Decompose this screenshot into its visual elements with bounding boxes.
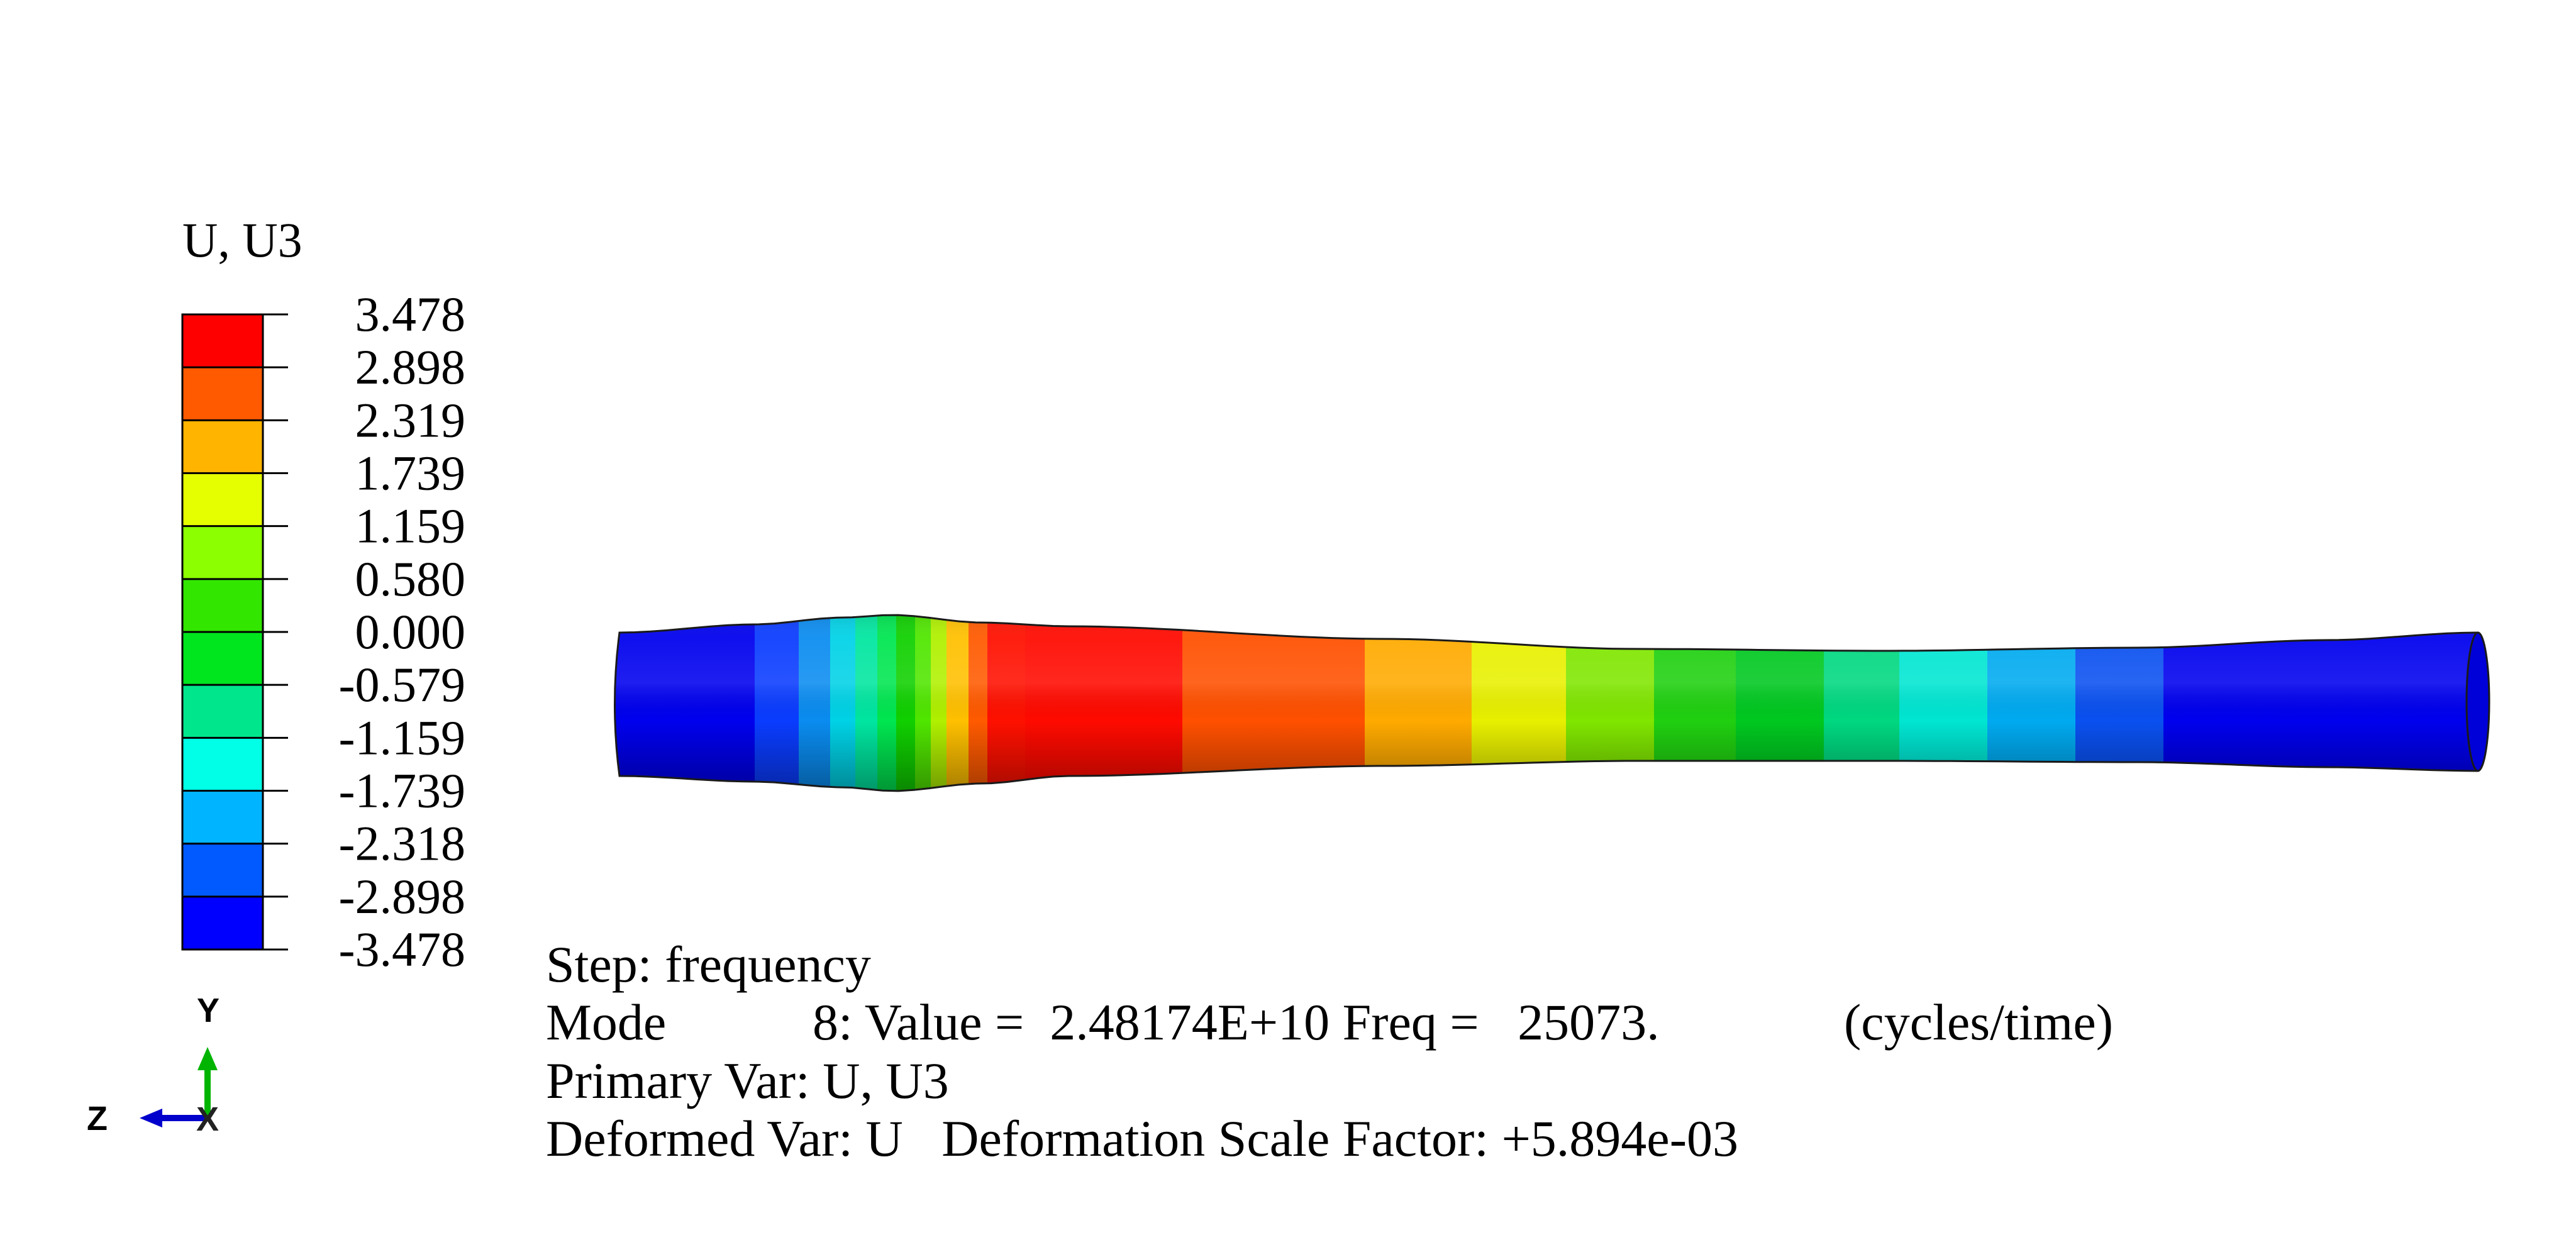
- legend-band: [182, 685, 263, 738]
- legend-tick-label: -2.318: [339, 816, 465, 871]
- legend-tick-label: -0.579: [339, 657, 465, 712]
- legend-ticks: 3.4782.8982.3191.7391.1590.5800.000-0.57…: [263, 287, 465, 977]
- legend-band: [182, 420, 263, 473]
- legend-band: [182, 790, 263, 844]
- deformed-var-text: Deformed Var: U Deformation Scale Factor…: [546, 1110, 1738, 1167]
- x-axis-label: X: [196, 1100, 219, 1138]
- legend-tick-label: -3.478: [339, 922, 465, 977]
- legend-band: [182, 843, 263, 897]
- legend-tick-label: 1.159: [355, 499, 466, 553]
- y-axis-label: Y: [197, 992, 219, 1029]
- legend-tick-label: -1.159: [339, 710, 465, 765]
- z-axis-arrowhead: [140, 1109, 162, 1127]
- beam-end-cap: [2465, 631, 2490, 772]
- z-axis-label: Z: [87, 1100, 108, 1138]
- legend-tick-label: -1.739: [339, 763, 465, 818]
- legend-tick-label: 2.319: [355, 392, 466, 447]
- beam-outline: [614, 614, 2479, 792]
- beam-model: [614, 614, 2490, 792]
- legend-band: [182, 367, 263, 421]
- legend-tick-label: 1.739: [355, 446, 466, 501]
- legend-band: [182, 473, 263, 527]
- mode-units: (cycles/time): [1844, 994, 2113, 1051]
- legend-tick-label: 0.580: [355, 551, 466, 606]
- legend-band: [182, 526, 263, 580]
- legend-tick-label: 3.478: [355, 287, 466, 341]
- mode-value: 8: Value = 2.48174E+10 Freq = 25073.: [813, 994, 1660, 1051]
- legend: U, U3 3.4782.8982.3191.7391.1590.5800.00…: [181, 213, 465, 977]
- legend-band: [182, 579, 263, 633]
- legend-title: U, U3: [182, 213, 303, 267]
- legend-band: [182, 896, 263, 950]
- legend-tick-label: 2.898: [355, 340, 466, 394]
- legend-color-bar: [181, 313, 264, 951]
- info-block: Step: frequency Mode 8: Value = 2.48174E…: [546, 936, 2113, 1167]
- legend-band: [182, 632, 263, 685]
- y-axis-arrowhead: [197, 1047, 218, 1070]
- axis-triad: Y Z X: [87, 992, 219, 1138]
- legend-band: [182, 314, 263, 368]
- legend-tick-label: -2.898: [339, 869, 465, 924]
- legend-band: [182, 738, 263, 791]
- mode-label: Mode: [546, 994, 666, 1051]
- primary-var-text: Primary Var: U, U3: [546, 1052, 949, 1109]
- step-text: Step: frequency: [546, 936, 871, 993]
- legend-tick-label: 0.000: [355, 604, 466, 659]
